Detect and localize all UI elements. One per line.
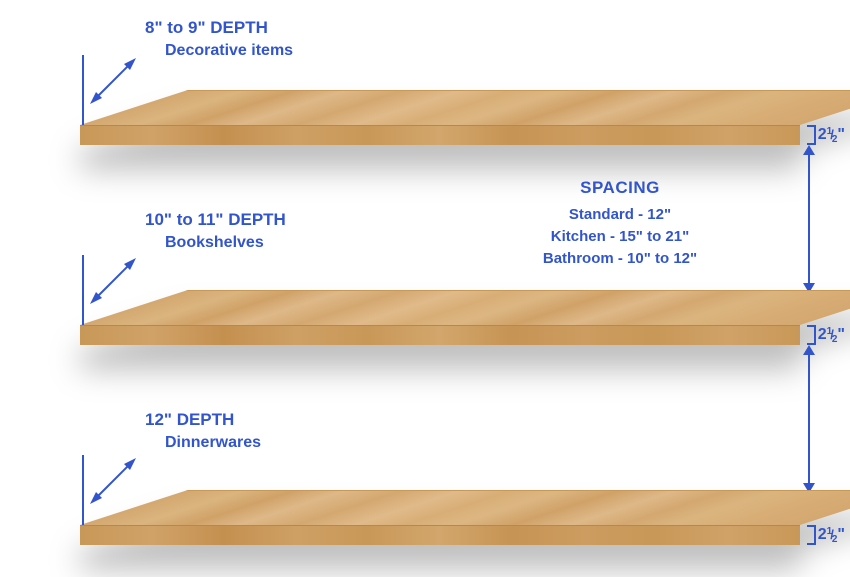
arrow-up-icon-1 xyxy=(803,145,815,155)
left-edge-3 xyxy=(82,455,84,525)
shelf-1 xyxy=(80,90,800,145)
spacing-arrow-2 xyxy=(808,348,810,488)
thickness-label-3: 21/2" xyxy=(818,526,845,544)
spacing-line-1: Standard - 12" xyxy=(495,204,745,226)
arrow-up-icon-2 xyxy=(803,345,815,355)
shelf-2 xyxy=(80,290,800,345)
spacing-info: SPACING Standard - 12" Kitchen - 15" to … xyxy=(495,178,745,269)
spacing-title: SPACING xyxy=(495,178,745,198)
left-edge-2 xyxy=(82,255,84,325)
depth-label-3: 12" DEPTH xyxy=(145,410,234,430)
thickness-label-1: 21/2" xyxy=(818,126,845,144)
sub-label-2: Bookshelves xyxy=(165,234,264,252)
thickness-bracket-icon-2 xyxy=(807,325,817,345)
left-edge-1 xyxy=(82,55,84,125)
thickness-bracket-icon-1 xyxy=(807,125,817,145)
thickness-label-2: 21/2" xyxy=(818,326,845,344)
spacing-line-2: Kitchen - 15" to 21" xyxy=(495,226,745,248)
depth-label-2: 10" to 11" DEPTH xyxy=(145,210,286,230)
spacing-arrow-1 xyxy=(808,148,810,288)
depth-label-1: 8" to 9" DEPTH xyxy=(145,18,268,38)
sub-label-1: Decorative items xyxy=(165,42,293,60)
shelf-3 xyxy=(80,490,800,545)
thickness-bracket-icon-3 xyxy=(807,525,817,545)
sub-label-3: Dinnerwares xyxy=(165,434,261,452)
spacing-line-3: Bathroom - 10" to 12" xyxy=(495,248,745,270)
